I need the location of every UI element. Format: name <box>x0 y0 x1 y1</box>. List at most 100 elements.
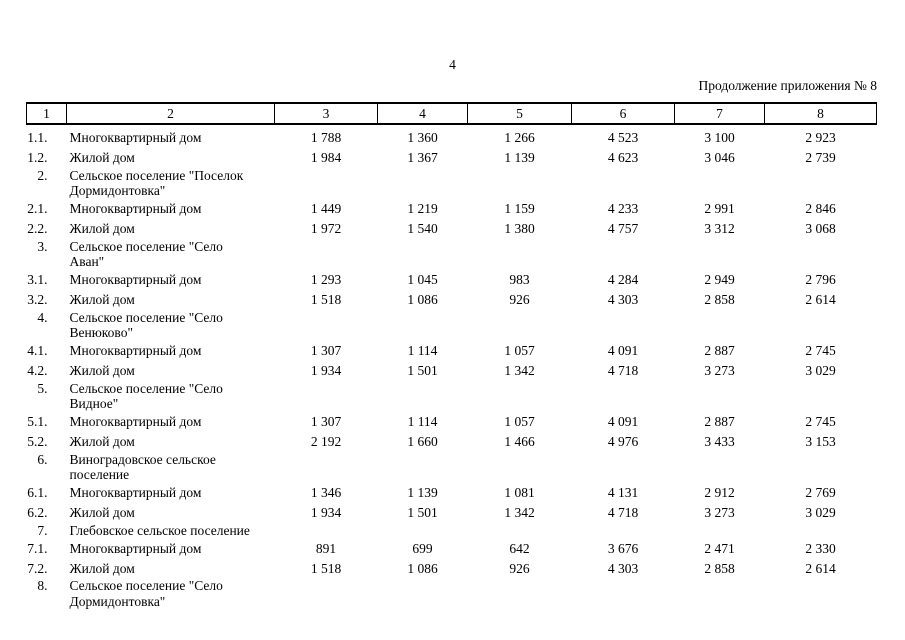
value-cell: 642 <box>509 540 530 556</box>
value-cell: 1 449 <box>310 201 342 216</box>
value-cell <box>378 381 468 412</box>
header-cell: 6 <box>571 102 675 125</box>
table-row: 2.1. Многоквартирный дом 1 449 1 219 1 159 4 … <box>27 199 877 219</box>
row-name: Многоквартирный дом <box>69 201 202 216</box>
row-name: Виноградовское сельское поселение <box>69 451 216 483</box>
table-row: 2. Сельское поселение "Поселок Дормидонто… <box>27 168 877 199</box>
value-cell: 2 614 <box>805 292 836 307</box>
value-cell <box>275 381 378 412</box>
value-cell: 1 114 <box>407 414 438 429</box>
value-cell: 1 342 <box>504 505 535 520</box>
value-cell: 1 057 <box>504 343 535 358</box>
table-row: 7.1. Многоквартирный дом 891 699 642 3 676 2 4… <box>27 538 877 558</box>
value-cell <box>675 523 765 539</box>
value-cell: 2 471 <box>704 540 735 556</box>
value-cell: 2 330 <box>805 540 836 556</box>
value-cell: 4 303 <box>607 292 639 307</box>
row-name: Сельское поселение "Поселок Дормидонтовк… <box>69 167 244 199</box>
value-cell: 2 858 <box>704 292 735 307</box>
value-cell <box>572 381 675 412</box>
row-number: 2. <box>37 167 48 183</box>
row-number: 3.2. <box>27 292 48 307</box>
row-name: Сельское поселение "Село Аван" <box>69 238 223 270</box>
row-name: Жилой дом <box>69 221 135 236</box>
value-cell: 926 <box>509 292 530 307</box>
row-name: Жилой дом <box>69 292 135 307</box>
table-row: 4.2. Жилой дом 1 934 1 501 1 342 4 718 3 273 3 … <box>27 361 877 381</box>
value-cell: 1 466 <box>504 434 535 449</box>
value-cell: 2 745 <box>805 343 836 358</box>
row-number: 7.2. <box>27 560 48 576</box>
header-cell: 4 <box>377 102 468 125</box>
value-cell <box>378 523 468 539</box>
value-cell: 4 976 <box>607 434 639 449</box>
value-cell: 2 949 <box>704 272 735 287</box>
value-cell <box>468 523 572 539</box>
value-cell: 2 912 <box>704 485 735 500</box>
value-cell <box>572 239 675 270</box>
row-number: 3. <box>37 238 48 254</box>
value-cell: 1 081 <box>504 485 535 500</box>
value-cell <box>468 578 572 609</box>
row-name: Глебовское сельское поселение <box>69 522 250 538</box>
value-cell: 3 029 <box>805 505 836 520</box>
header-cell: 3 <box>274 102 378 125</box>
row-number: 5.2. <box>27 434 48 449</box>
row-name: Многоквартирный дом <box>69 540 202 556</box>
value-cell <box>275 523 378 539</box>
value-cell <box>765 310 877 341</box>
value-cell: 2 769 <box>805 485 836 500</box>
value-cell: 1 788 <box>310 130 342 145</box>
row-name: Многоквартирный дом <box>69 414 202 429</box>
row-name: Жилой дом <box>69 505 135 520</box>
row-name: Сельское поселение "Село Дормидонтовка" <box>69 578 223 609</box>
value-cell: 891 <box>315 540 337 556</box>
value-cell: 1 045 <box>407 272 438 287</box>
value-cell <box>675 310 765 341</box>
table-row: 6.2. Жилой дом 1 934 1 501 1 342 4 718 3 273 3 … <box>27 503 877 523</box>
value-cell: 2 192 <box>310 434 342 449</box>
value-cell: 1 518 <box>310 560 342 576</box>
table-row: 6. Виноградовское сельское поселение <box>27 452 877 483</box>
table-row: 1.1. Многоквартирный дом 1 788 1 360 1 266 4 … <box>27 124 877 148</box>
value-cell: 1 934 <box>310 505 342 520</box>
value-cell: 1 086 <box>407 560 438 576</box>
value-cell: 2 887 <box>704 414 735 429</box>
value-cell <box>572 452 675 483</box>
value-cell <box>675 578 765 609</box>
value-cell: 3 312 <box>704 221 735 236</box>
table-row: 7. Глебовское сельское поселение <box>27 523 877 539</box>
header-cell: 2 <box>66 102 275 125</box>
value-cell: 4 091 <box>607 343 639 358</box>
page-number: 4 <box>449 57 456 72</box>
header-cell: 7 <box>674 102 765 125</box>
row-name: Многоквартирный дом <box>69 485 202 500</box>
row-number: 7. <box>37 522 48 538</box>
value-cell: 4 718 <box>607 363 639 378</box>
value-cell <box>675 168 765 199</box>
value-cell: 1 367 <box>407 150 438 165</box>
table-row: 5.2. Жилой дом 2 192 1 660 1 466 4 976 3 433 3 … <box>27 432 877 452</box>
value-cell <box>765 239 877 270</box>
value-cell <box>378 578 468 609</box>
row-number: 3.1. <box>27 272 48 287</box>
row-name: Сельское поселение "Село Видное" <box>69 380 223 412</box>
row-number: 2.1. <box>27 201 48 216</box>
row-name: Жилой дом <box>69 434 135 449</box>
value-cell <box>378 168 468 199</box>
value-cell: 4 131 <box>607 485 639 500</box>
row-name: Жилой дом <box>69 150 135 165</box>
value-cell: 1 501 <box>407 363 438 378</box>
value-cell: 1 086 <box>407 292 438 307</box>
table-row: 7.2. Жилой дом 1 518 1 086 926 4 303 2 858 2 61… <box>27 558 877 578</box>
row-number: 6.2. <box>27 505 48 520</box>
table-row: 2.2. Жилой дом 1 972 1 540 1 380 4 757 3 312 3 … <box>27 219 877 239</box>
table-row: 5.1. Многоквартирный дом 1 307 1 114 1 057 4 … <box>27 412 877 432</box>
value-cell: 1 266 <box>504 130 535 145</box>
value-cell: 3 100 <box>704 130 735 145</box>
value-cell <box>275 168 378 199</box>
value-cell: 2 846 <box>805 201 836 216</box>
value-cell: 2 614 <box>805 560 836 576</box>
